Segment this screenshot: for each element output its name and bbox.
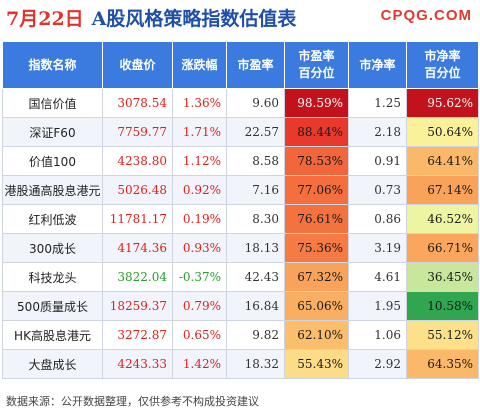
- table-row: HK高股息港元 3272.87 0.65% 9.82 62.10% 1.06 55.12%: [2, 320, 479, 350]
- title-date: 7月22日: [6, 8, 84, 30]
- cell-pb: 1.06: [348, 320, 407, 350]
- cell-close: 3078.54: [102, 88, 173, 118]
- title-text: A股风格策略指数估值表: [91, 8, 297, 30]
- cell-change: 0.19%: [172, 204, 227, 234]
- cell-change: -0.37%: [172, 262, 227, 292]
- table-body: 国信价值 3078.54 1.36% 9.60 98.59% 1.25 95.62% 深证F6…: [2, 88, 479, 379]
- cell-close: 4238.80: [102, 146, 173, 176]
- column-header: 市净率 百分位: [406, 41, 479, 89]
- cell-pb: 1.95: [348, 291, 407, 321]
- cell-name: 300成长: [2, 233, 103, 263]
- cell-pe: 18.32: [226, 349, 285, 379]
- cell-pe-pct: 65.06%: [284, 291, 349, 321]
- cell-pe: 8.58: [226, 146, 285, 176]
- cell-pe: 9.82: [226, 320, 285, 350]
- table-row: 大盘成长 4243.33 1.42% 18.32 55.43% 2.92 64.35%: [2, 349, 479, 379]
- cell-change: 1.71%: [172, 117, 227, 147]
- cell-pe-pct: 75.36%: [284, 233, 349, 263]
- cell-name: 深证F60: [2, 117, 103, 147]
- cell-name: 科技龙头: [2, 262, 103, 292]
- cell-pe-pct: 78.53%: [284, 146, 349, 176]
- column-header: 市净率: [348, 41, 407, 89]
- cell-pb-pct: 64.41%: [406, 146, 479, 176]
- cell-pe-pct: 62.10%: [284, 320, 349, 350]
- column-header: 市盈率: [226, 41, 285, 89]
- table-row: 价值100 4238.80 1.12% 8.58 78.53% 0.91 64.41%: [2, 146, 479, 176]
- cell-change: 0.92%: [172, 175, 227, 205]
- column-header: 涨跌幅: [172, 41, 227, 89]
- cell-pb-pct: 67.14%: [406, 175, 479, 205]
- cell-change: 0.65%: [172, 320, 227, 350]
- cell-pb: 4.61: [348, 262, 407, 292]
- cell-pe: 42.43: [226, 262, 285, 292]
- cell-change: 1.36%: [172, 88, 227, 118]
- cell-name: HK高股息港元: [2, 320, 103, 350]
- cell-close: 18259.37: [102, 291, 173, 321]
- table-header-row: 指数名称 收盘价 涨跌幅 市盈率 市盈率 百分位 市净率 市净率 百分位: [2, 41, 479, 89]
- table-row: 深证F60 7759.77 1.71% 22.57 88.44% 2.18 50.64%: [2, 117, 479, 147]
- cell-name: 大盘成长: [2, 349, 103, 379]
- page-title: 7月22日 A股风格策略指数估值表: [6, 4, 296, 31]
- cell-close: 3272.87: [102, 320, 173, 350]
- cell-change: 1.12%: [172, 146, 227, 176]
- cell-pb: 0.86: [348, 204, 407, 234]
- cell-name: 500质量成长: [2, 291, 103, 321]
- cell-change: 0.93%: [172, 233, 227, 263]
- cell-pb-pct: 36.45%: [406, 262, 479, 292]
- cell-pb-pct: 50.64%: [406, 117, 479, 147]
- cell-pe: 22.57: [226, 117, 285, 147]
- header: 7月22日 A股风格策略指数估值表 CPQG.COM: [0, 0, 480, 36]
- cell-pe: 7.16: [226, 175, 285, 205]
- cell-pe-pct: 55.43%: [284, 349, 349, 379]
- column-header: 指数名称: [2, 41, 103, 89]
- cell-pe-pct: 67.32%: [284, 262, 349, 292]
- cell-pe: 18.13: [226, 233, 285, 263]
- cell-pb: 3.19: [348, 233, 407, 263]
- cell-pb: 0.91: [348, 146, 407, 176]
- cell-change: 1.42%: [172, 349, 227, 379]
- cell-close: 4243.33: [102, 349, 173, 379]
- cell-pe-pct: 88.44%: [284, 117, 349, 147]
- cell-pe-pct: 98.59%: [284, 88, 349, 118]
- cell-name: 红利低波: [2, 204, 103, 234]
- cell-pb: 2.18: [348, 117, 407, 147]
- footer-note: 数据来源：公开数据整理，仅供参考不构成投资建议: [6, 395, 259, 408]
- column-header: 收盘价: [102, 41, 173, 89]
- cell-pb-pct: 95.62%: [406, 88, 479, 118]
- table-row: 300成长 4174.36 0.93% 18.13 75.36% 3.19 66.71%: [2, 233, 479, 263]
- cell-pe-pct: 77.06%: [284, 175, 349, 205]
- cell-close: 7759.77: [102, 117, 173, 147]
- brand-logo: CPQG.COM: [380, 7, 472, 24]
- cell-name: 国信价值: [2, 88, 103, 118]
- cell-pe: 16.84: [226, 291, 285, 321]
- valuation-table: 指数名称 收盘价 涨跌幅 市盈率 市盈率 百分位 市净率 市净率 百分位 国信价值 3078.54…: [2, 41, 479, 379]
- cell-pb: 1.25: [348, 88, 407, 118]
- table-row: 港股通高股息港元 5026.48 0.92% 7.16 77.06% 0.73 67.14%: [2, 175, 479, 205]
- table-row: 500质量成长 18259.37 0.79% 16.84 65.06% 1.95 10.58…: [2, 291, 479, 321]
- column-header: 市盈率 百分位: [284, 41, 349, 89]
- cell-close: 3822.04: [102, 262, 173, 292]
- cell-pb-pct: 55.12%: [406, 320, 479, 350]
- cell-close: 4174.36: [102, 233, 173, 263]
- cell-pb: 0.73: [348, 175, 407, 205]
- cell-pe: 8.30: [226, 204, 285, 234]
- cell-pb-pct: 64.35%: [406, 349, 479, 379]
- cell-pb-pct: 10.58%: [406, 291, 479, 321]
- cell-pb-pct: 46.52%: [406, 204, 479, 234]
- cell-name: 价值100: [2, 146, 103, 176]
- cell-close: 5026.48: [102, 175, 173, 205]
- cell-pb: 2.92: [348, 349, 407, 379]
- cell-change: 0.79%: [172, 291, 227, 321]
- table-row: 科技龙头 3822.04 -0.37% 42.43 67.32% 4.61 36.45%: [2, 262, 479, 292]
- cell-pe: 9.60: [226, 88, 285, 118]
- table-row: 国信价值 3078.54 1.36% 9.60 98.59% 1.25 95.62%: [2, 88, 479, 118]
- cell-pe-pct: 76.61%: [284, 204, 349, 234]
- cell-pb-pct: 66.71%: [406, 233, 479, 263]
- table-row: 红利低波 11781.17 0.19% 8.30 76.61% 0.86 46.52%: [2, 204, 479, 234]
- cell-name: 港股通高股息港元: [2, 175, 103, 205]
- cell-close: 11781.17: [102, 204, 173, 234]
